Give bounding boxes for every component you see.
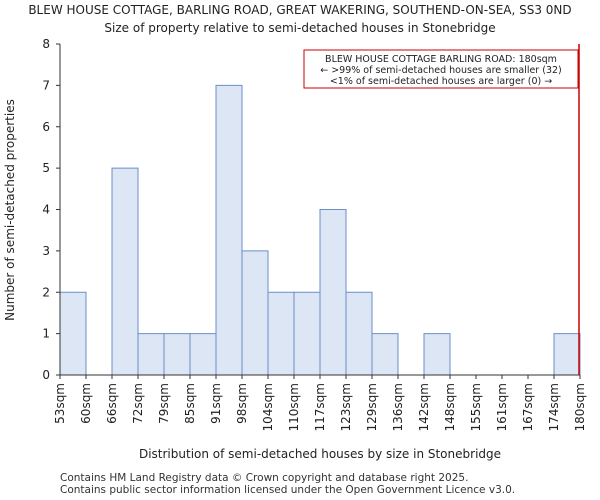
x-tick-label: 136sqm [391, 383, 405, 431]
bars-group [59, 84, 581, 376]
annotation-line-3: <1% of semi-detached houses are larger (… [330, 76, 552, 87]
x-tick-label: 123sqm [339, 383, 353, 431]
bar-104sqm [267, 291, 295, 376]
bar-72sqm [137, 333, 165, 376]
x-tick-label: 72sqm [131, 383, 145, 424]
x-tick-label: 110sqm [287, 383, 301, 431]
y-axis-ticks: 0 1 2 3 4 5 6 7 8 [42, 37, 60, 382]
y-tick-label: 1 [42, 327, 50, 341]
bar-129sqm [371, 333, 399, 376]
x-tick-label: 104sqm [261, 383, 275, 431]
x-tick-label: 148sqm [443, 383, 457, 431]
chart-subtitle: Size of property relative to semi-detach… [104, 21, 495, 35]
x-tick-label: 155sqm [469, 383, 483, 431]
x-axis-ticks: 53sqm 60sqm 66sqm 72sqm 79sqm 85sqm 91sqm 98sqm… [53, 375, 587, 431]
y-tick-label: 0 [42, 368, 50, 382]
x-tick-label: 60sqm [79, 383, 93, 424]
y-tick-label: 7 [42, 78, 50, 92]
bar-79sqm [163, 333, 191, 376]
x-axis-label: Distribution of semi-detached houses by … [139, 447, 501, 461]
x-tick-label: 53sqm [53, 383, 67, 424]
x-tick-label: 66sqm [105, 383, 119, 424]
x-tick-label: 91sqm [209, 383, 223, 424]
x-tick-label: 161sqm [495, 383, 509, 431]
bar-53sqm [59, 291, 87, 376]
bar-91sqm [215, 84, 243, 376]
y-tick-label: 5 [42, 161, 50, 175]
x-tick-label: 98sqm [235, 383, 249, 424]
bar-66sqm [111, 167, 139, 376]
y-tick-label: 4 [42, 203, 50, 217]
footer-copyright: Contains HM Land Registry data © Crown c… [60, 472, 469, 484]
bar-117sqm [319, 209, 347, 376]
x-tick-label: 85sqm [183, 383, 197, 424]
annotation-line-2: ← >99% of semi-detached houses are small… [320, 65, 562, 76]
x-tick-label: 180sqm [573, 383, 587, 431]
y-tick-label: 2 [42, 285, 50, 299]
bar-98sqm [241, 250, 269, 376]
bar-174sqm [553, 333, 581, 376]
bar-123sqm [345, 291, 373, 376]
bar-85sqm [189, 333, 217, 376]
y-tick-label: 6 [42, 120, 50, 134]
x-tick-label: 167sqm [521, 383, 535, 431]
y-tick-label: 3 [42, 244, 50, 258]
y-tick-label: 8 [42, 37, 50, 51]
x-tick-label: 79sqm [157, 383, 171, 424]
bar-110sqm [293, 291, 321, 376]
y-axis-label: Number of semi-detached properties [3, 99, 17, 321]
annotation-box: BLEW HOUSE COTTAGE BARLING ROAD: 180sqm … [303, 49, 579, 89]
bar-142sqm [423, 333, 451, 376]
x-tick-label: 174sqm [547, 383, 561, 431]
x-tick-label: 129sqm [365, 383, 379, 431]
x-tick-label: 117sqm [313, 383, 327, 431]
footer-licence: Contains public sector information licen… [60, 484, 516, 496]
x-tick-label: 142sqm [417, 383, 431, 431]
annotation-line-1: BLEW HOUSE COTTAGE BARLING ROAD: 180sqm [325, 54, 557, 65]
chart-title: BLEW HOUSE COTTAGE, BARLING ROAD, GREAT … [28, 3, 571, 17]
